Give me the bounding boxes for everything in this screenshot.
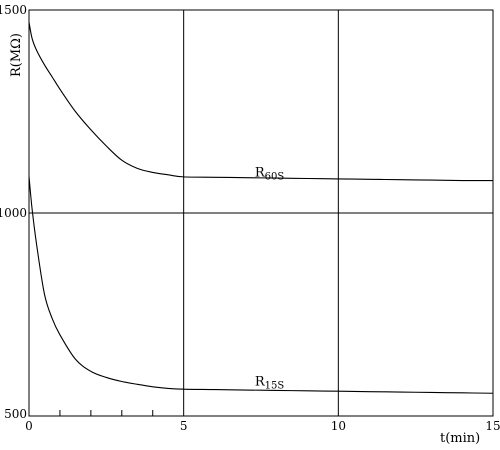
x-tick-label: 5: [180, 419, 188, 433]
series-line-r15s: [28, 176, 494, 394]
series-curves: [28, 22, 494, 394]
y-axis-label: R(MΩ): [9, 33, 24, 77]
axes: [28, 9, 494, 417]
x-tick-label: 15: [485, 419, 500, 433]
series-label-r15s: R15S: [255, 375, 285, 392]
y-tick-label: 1000: [0, 206, 27, 220]
grid-lines: [29, 10, 493, 416]
y-tick-label: 500: [4, 407, 27, 421]
tick-labels: 0 5 10 15 500 1000 1500 R60S R15S: [0, 3, 500, 433]
x-tick-label: 10: [331, 419, 346, 433]
series-line-r60s: [28, 22, 494, 182]
y-tick-label: 1500: [0, 3, 27, 17]
series-label-r60s: R60S: [255, 165, 285, 182]
plot-frame: [28, 9, 494, 417]
x-axis-label: t(min): [440, 431, 480, 446]
x-tick-label: 0: [25, 419, 33, 433]
